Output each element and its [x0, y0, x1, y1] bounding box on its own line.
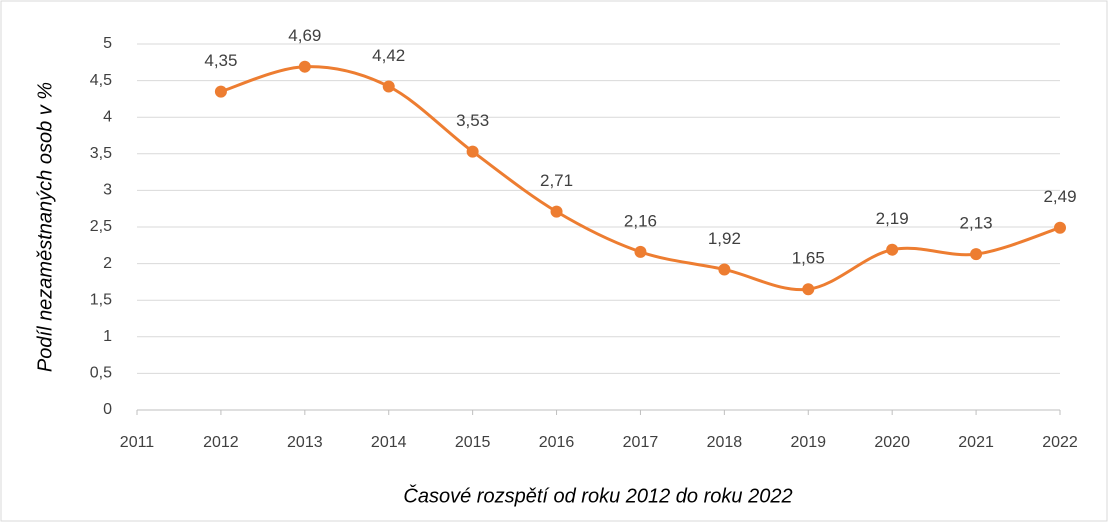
- x-tick-label: 2019: [790, 434, 826, 451]
- x-tick-label: 2015: [455, 434, 491, 451]
- y-tick-label: 2: [103, 255, 112, 272]
- data-label: 3,53: [456, 111, 489, 130]
- data-label: 4,42: [372, 46, 405, 65]
- point: [886, 243, 899, 256]
- data-label: 4,35: [204, 51, 237, 70]
- y-tick-label: 4,5: [90, 72, 112, 89]
- point: [634, 245, 647, 258]
- x-tick-label: 2012: [203, 434, 239, 451]
- y-tick-label: 2,5: [90, 218, 112, 235]
- x-axis-title: Časové rozspětí od roku 2012 do roku 202…: [403, 484, 792, 507]
- y-tick-label: 1: [103, 328, 112, 345]
- data-label: 4,69: [288, 26, 321, 45]
- data-label: 2,13: [960, 214, 993, 233]
- point: [802, 283, 815, 296]
- data-label: 1,65: [792, 249, 825, 268]
- y-tick-label: 0,5: [90, 365, 112, 382]
- y-tick-label: 5: [103, 35, 112, 52]
- data-label: 2,49: [1043, 187, 1076, 206]
- point: [466, 145, 479, 158]
- x-tick-label: 2018: [707, 434, 743, 451]
- y-axis-title: Podíl nezaměstnaných osob v %: [34, 82, 56, 372]
- point: [970, 248, 983, 261]
- data-label: 2,16: [624, 211, 657, 230]
- y-tick-label: 1,5: [90, 291, 112, 308]
- y-tick-label: 3,5: [90, 145, 112, 162]
- x-tick-label: 2014: [371, 434, 407, 451]
- data-label: 2,19: [876, 209, 909, 228]
- y-tick-label: 4: [103, 108, 112, 125]
- x-tick-label: 2022: [1042, 434, 1078, 451]
- y-tick-label: 3: [103, 182, 112, 199]
- x-tick-label: 2017: [623, 434, 659, 451]
- point: [718, 263, 731, 276]
- point: [1054, 221, 1066, 234]
- point: [214, 85, 227, 98]
- x-tick-label: 2013: [287, 434, 323, 451]
- x-tick-label: 2011: [120, 434, 155, 451]
- x-tick-label: 2016: [539, 434, 575, 451]
- y-tick-label: 0: [103, 401, 112, 418]
- point: [550, 205, 563, 218]
- x-tick-label: 2020: [874, 434, 910, 451]
- data-label: 1,92: [708, 229, 741, 248]
- point: [298, 60, 311, 73]
- data-label: 2,71: [540, 171, 573, 190]
- x-tick-label: 2021: [958, 434, 994, 451]
- point: [382, 80, 395, 93]
